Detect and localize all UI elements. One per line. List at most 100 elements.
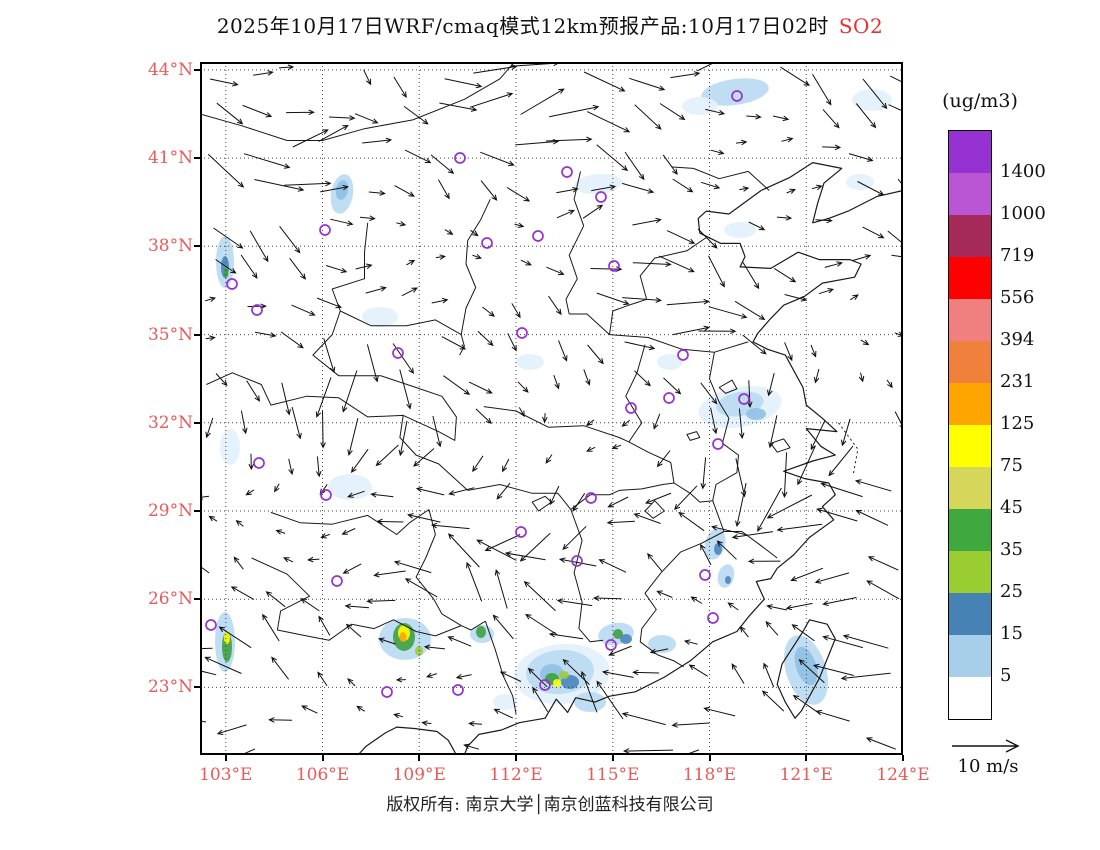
province-border bbox=[415, 509, 486, 631]
station-marker bbox=[699, 569, 711, 581]
station-marker bbox=[392, 347, 404, 359]
lon-axis-label: 115°E bbox=[586, 765, 640, 785]
station-marker bbox=[515, 526, 527, 538]
station-marker bbox=[585, 492, 597, 504]
coastline bbox=[463, 162, 904, 756]
lon-tick bbox=[321, 755, 324, 761]
station-marker bbox=[516, 327, 528, 339]
colorbar-band bbox=[949, 635, 991, 677]
lon-axis-label: 118°E bbox=[682, 765, 737, 785]
colorbar bbox=[948, 130, 992, 720]
lat-axis-label: 23°N bbox=[147, 677, 193, 698]
so2-patch bbox=[223, 268, 229, 278]
so2-patch bbox=[362, 307, 398, 327]
station-marker bbox=[605, 639, 617, 651]
station-marker bbox=[712, 438, 724, 450]
colorbar-tick-label: 1000 bbox=[1000, 203, 1046, 224]
so2-patch bbox=[335, 180, 349, 200]
colorbar-band bbox=[949, 593, 991, 635]
lon-tick bbox=[515, 755, 518, 761]
station-marker bbox=[319, 224, 331, 236]
station-marker bbox=[707, 612, 719, 624]
so2-patch bbox=[220, 429, 240, 465]
station-marker bbox=[663, 392, 675, 404]
station-marker bbox=[539, 679, 551, 691]
province-border bbox=[251, 557, 462, 641]
province-border bbox=[306, 222, 457, 441]
province-border bbox=[270, 509, 430, 535]
taiwan-island-outline bbox=[776, 619, 836, 719]
lon-tick bbox=[224, 755, 227, 761]
so2-patch bbox=[725, 576, 731, 584]
colorbar-band bbox=[949, 131, 991, 173]
so2-patch bbox=[476, 626, 486, 638]
so2-patch bbox=[399, 632, 407, 642]
province-border bbox=[639, 531, 725, 642]
colorbar-tick-label: 1400 bbox=[1000, 161, 1046, 182]
lat-tick bbox=[194, 509, 200, 512]
colorbar-unit-label: (ug/m3) bbox=[942, 90, 1018, 112]
lake-outline bbox=[644, 500, 665, 519]
province-border bbox=[670, 462, 713, 503]
lat-tick bbox=[194, 421, 200, 424]
station-marker bbox=[226, 278, 238, 290]
lat-axis-label: 41°N bbox=[147, 148, 193, 169]
lat-tick bbox=[194, 598, 200, 601]
lat-axis-label: 29°N bbox=[147, 500, 193, 521]
province-border bbox=[206, 372, 307, 406]
map-canvas bbox=[167, 58, 926, 766]
so2-patch bbox=[620, 634, 632, 644]
station-marker bbox=[608, 260, 620, 272]
station-marker bbox=[561, 166, 573, 178]
coastline bbox=[357, 726, 457, 756]
station-marker bbox=[251, 304, 263, 316]
station-marker-layer bbox=[205, 90, 750, 698]
colorbar-tick-label: 719 bbox=[1000, 245, 1035, 266]
station-marker bbox=[481, 237, 493, 249]
lon-axis-label: 121°E bbox=[779, 765, 833, 785]
colorbar-tick-label: 15 bbox=[1000, 623, 1023, 644]
lat-tick bbox=[194, 68, 200, 71]
province-border bbox=[459, 199, 491, 356]
colorbar-band bbox=[949, 551, 991, 593]
colorbar-tick-label: 45 bbox=[1000, 497, 1023, 518]
so2-concentration-layer bbox=[215, 78, 892, 712]
province-border bbox=[570, 482, 675, 510]
province-border bbox=[709, 352, 739, 532]
map-plot bbox=[167, 58, 926, 766]
colorbar-tick-label: 231 bbox=[1000, 371, 1035, 392]
station-marker bbox=[731, 90, 743, 102]
colorbar-tick-label: 25 bbox=[1000, 581, 1023, 602]
province-border bbox=[483, 406, 630, 443]
so2-patch bbox=[574, 173, 622, 195]
province-border bbox=[399, 415, 469, 491]
page-title: 2025年10月17日WRF/cmaq模式12km预报产品:10月17日02时 S… bbox=[0, 10, 1100, 39]
lon-tick bbox=[611, 755, 614, 761]
title-text: 2025年10月17日WRF/cmaq模式12km预报产品:10月17日02时 bbox=[216, 14, 829, 38]
so2-patch bbox=[724, 222, 756, 238]
colorbar-tick-label: 125 bbox=[1000, 413, 1035, 434]
wind-speed-label: 10 m/s bbox=[957, 756, 1019, 777]
province-border bbox=[570, 509, 604, 643]
colorbar-tick-label: 75 bbox=[1000, 455, 1023, 476]
so2-patch bbox=[516, 354, 544, 370]
province-border bbox=[628, 237, 707, 306]
copyright-footer: 版权所有: 南京大学│南京创蓝科技有限公司 bbox=[386, 795, 714, 815]
lon-axis-label: 109°E bbox=[392, 765, 446, 785]
wind-reference-arrow-icon bbox=[952, 739, 1020, 753]
lat-tick bbox=[194, 157, 200, 160]
station-marker bbox=[454, 152, 466, 164]
lon-tick bbox=[708, 755, 711, 761]
province-border bbox=[639, 641, 684, 668]
station-marker bbox=[532, 230, 544, 242]
lat-tick bbox=[194, 333, 200, 336]
so2-patch bbox=[493, 694, 517, 710]
colorbar-tick-label: 35 bbox=[1000, 539, 1023, 560]
province-border bbox=[609, 304, 630, 335]
so2-patch bbox=[682, 97, 718, 115]
colorbar-band bbox=[949, 173, 991, 215]
lake-outline bbox=[531, 495, 552, 512]
species-label: SO2 bbox=[838, 14, 884, 38]
colorbar-tick-label: 394 bbox=[1000, 329, 1035, 350]
station-marker bbox=[205, 619, 217, 631]
